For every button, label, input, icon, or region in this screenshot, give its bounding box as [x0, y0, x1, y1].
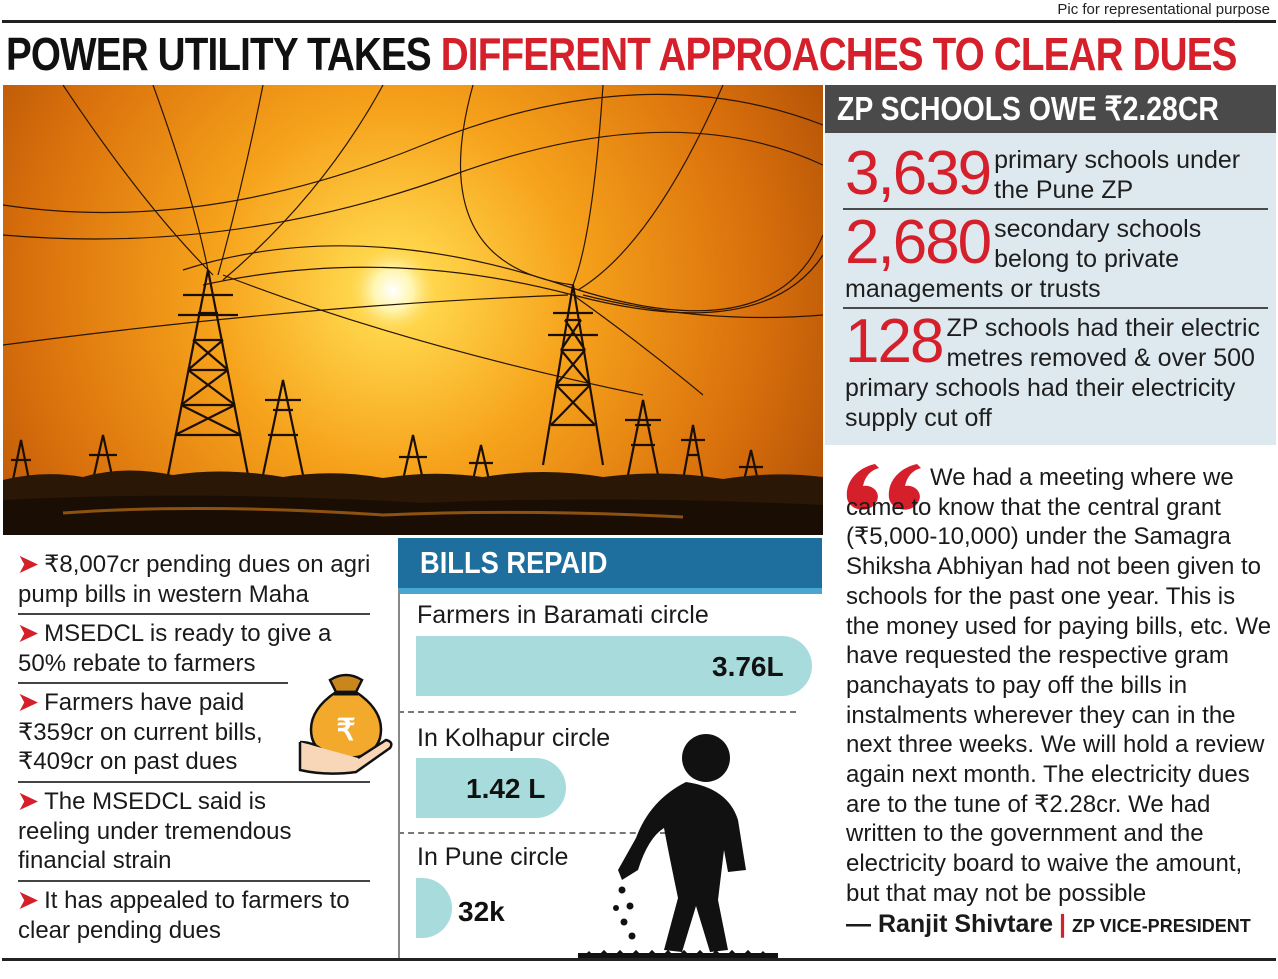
bill-divider — [398, 832, 666, 834]
power-lines-photo — [3, 85, 823, 535]
headline-part-1: POWER UTILITY TAKES — [6, 28, 441, 80]
stat-primary-schools: 3,639 primary schools under the Pune ZP — [845, 139, 1270, 208]
key-point: ➤ MSEDCL is ready to give a 50% rebate to… — [18, 620, 332, 677]
quote-mark-icon — [843, 458, 923, 521]
bills-title-underline — [398, 588, 822, 594]
stat-text: secondary schools belong to private mana… — [845, 215, 1202, 303]
person-icon — [578, 730, 778, 965]
arrow-bullet-icon: ➤ — [18, 620, 39, 647]
zp-panel-title: ZP SCHOOLS OWE ₹2.28CR — [825, 85, 1276, 133]
zp-schools-panel: ZP SCHOOLS OWE ₹2.28CR 3,639 primary scho… — [825, 85, 1276, 445]
bill-bar-baramati — [416, 636, 812, 696]
stat-text: ZP schools had their electric metres rem… — [845, 314, 1261, 432]
bill-label-pune: In Pune circle — [417, 843, 569, 871]
bullet-divider — [18, 880, 370, 882]
money-bag-icon: ₹ — [296, 668, 396, 783]
bill-bar-kolhapur — [416, 758, 566, 818]
quote-text: We had a meeting where we came to know t… — [846, 464, 1272, 907]
stat-text: primary schools under the Pune ZP — [994, 146, 1241, 204]
key-point: ➤ The MSEDCL said is reeling under tremen… — [18, 788, 292, 874]
stat-number: 2,680 — [845, 208, 992, 277]
bill-value-pune: 32k — [458, 896, 505, 927]
bill-bar-pune — [416, 878, 452, 938]
bills-repaid-panel: BILLS REPAID Farmers in Baramati circle … — [398, 538, 824, 958]
quote-author: — Ranjit Shivtare — [846, 910, 1053, 938]
bullet-divider — [18, 781, 370, 783]
bills-title: BILLS REPAID — [398, 538, 822, 588]
key-point: ➤ Farmers have paid ₹359cr on current bil… — [18, 689, 263, 775]
bill-divider — [398, 711, 796, 713]
arrow-bullet-icon: ➤ — [18, 788, 39, 815]
bullet-divider — [18, 682, 288, 684]
top-rule — [2, 20, 1276, 23]
stat-secondary-schools: 2,680 secondary schools belong to private… — [845, 208, 1270, 304]
bottom-rule — [2, 958, 1276, 961]
bills-panel-border — [398, 590, 400, 958]
bill-value-kolhapur: 1.42 L — [466, 773, 546, 804]
quote-role: ZP VICE-PRESIDENT — [1072, 916, 1251, 936]
bill-label-baramati: Farmers in Baramati circle — [417, 601, 709, 629]
bullet-divider — [18, 613, 370, 615]
stat-divider — [843, 307, 1268, 309]
bill-value-baramati: 3.76L — [712, 651, 784, 682]
stat-number: 128 — [845, 307, 944, 376]
headline-part-2: DIFFERENT APPROACHES TO CLEAR DUES — [440, 28, 1238, 80]
bill-label-kolhapur: In Kolhapur circle — [417, 724, 611, 752]
arrow-bullet-icon: ➤ — [18, 689, 39, 716]
quote-attribution: — Ranjit Shivtare | ZP VICE-PRESIDENT — [846, 910, 1251, 938]
headline: POWER UTILITY TAKES DIFFERENT APPROACHES… — [6, 28, 1237, 80]
arrow-bullet-icon: ➤ — [18, 551, 39, 578]
svg-text:₹: ₹ — [336, 714, 355, 747]
stat-divider — [843, 208, 1268, 210]
photo-credit: Pic for representational purpose — [1057, 1, 1270, 18]
stat-meters-removed: 128 ZP schools had their electric metres … — [845, 307, 1270, 433]
key-point: ➤ ₹8,007cr pending dues on agri pump bill… — [18, 551, 371, 608]
arrow-bullet-icon: ➤ — [18, 887, 39, 914]
stat-number: 3,639 — [845, 139, 992, 208]
key-point: ➤ It has appealed to farmers to clear pen… — [18, 887, 350, 944]
